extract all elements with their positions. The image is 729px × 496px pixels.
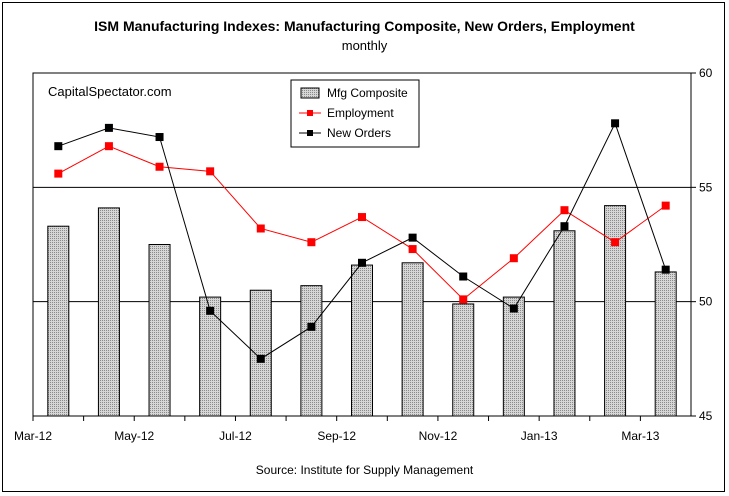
x-tick-label: Jul-12 — [219, 429, 252, 443]
chart-subtitle: monthly — [341, 38, 388, 53]
x-tick-label: May-12 — [114, 429, 154, 443]
y-tick-label: 55 — [699, 180, 713, 194]
y-tick-label: 60 — [699, 66, 713, 80]
data-point — [358, 258, 366, 267]
source-note: Source: Institute for Supply Management — [255, 463, 474, 477]
data-point — [459, 272, 468, 281]
bar — [199, 296, 222, 417]
watermark-text: CapitalSpectator.com — [48, 84, 172, 99]
data-point — [54, 142, 63, 151]
data-point — [104, 123, 113, 132]
bar — [401, 262, 424, 417]
data-point — [560, 206, 569, 215]
data-point — [256, 354, 265, 363]
bar — [249, 289, 272, 417]
legend-label: Mfg Composite — [327, 86, 408, 100]
legend-label: New Orders — [327, 126, 391, 140]
chart-title: ISM Manufacturing Indexes: Manufacturing… — [94, 18, 635, 34]
data-point — [307, 322, 316, 331]
x-tick-label: Mar-12 — [14, 429, 52, 443]
bar — [452, 303, 475, 417]
bar — [300, 285, 323, 417]
data-point — [206, 306, 215, 315]
bar — [553, 230, 576, 417]
data-point — [661, 201, 670, 210]
legend-marker — [307, 110, 313, 116]
data-point — [408, 245, 417, 254]
bar — [351, 264, 373, 417]
data-point — [155, 162, 164, 171]
data-point — [307, 238, 316, 247]
bar — [47, 225, 70, 417]
data-point — [611, 238, 620, 247]
data-point — [358, 213, 366, 222]
data-point — [459, 295, 468, 304]
x-tick-label: Nov-12 — [419, 429, 458, 443]
data-point — [611, 119, 620, 128]
bar — [654, 271, 677, 417]
legend-marker — [307, 130, 313, 136]
data-point — [560, 222, 569, 231]
data-point — [206, 167, 215, 176]
data-point — [54, 169, 63, 178]
bar — [148, 244, 171, 417]
bar — [97, 207, 120, 417]
legend-swatch — [300, 87, 320, 99]
data-point — [408, 233, 417, 242]
y-tick-label: 45 — [699, 409, 713, 423]
x-tick-label: Sep-12 — [317, 429, 356, 443]
data-point — [155, 133, 164, 142]
data-point — [104, 142, 113, 151]
bar — [502, 296, 525, 417]
y-tick-label: 50 — [699, 295, 713, 309]
data-point — [509, 304, 518, 313]
bar — [604, 205, 627, 417]
x-tick-label: Jan-13 — [521, 429, 558, 443]
legend-label: Employment — [327, 106, 394, 120]
legend: Mfg Composite Employment New Orders — [290, 79, 420, 148]
data-point — [509, 254, 518, 263]
data-point — [256, 224, 265, 233]
data-point — [661, 265, 670, 274]
x-tick-label: Mar-13 — [621, 429, 659, 443]
